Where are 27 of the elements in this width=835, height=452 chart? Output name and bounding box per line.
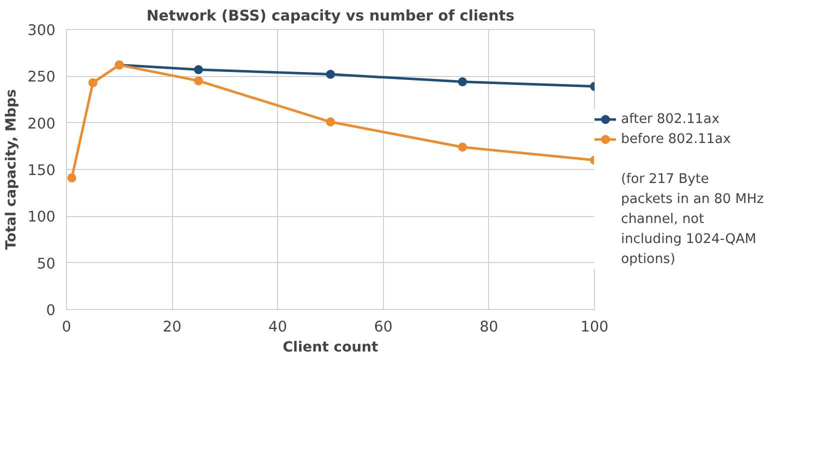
point (326, 117, 335, 126)
legend-label: after 802.11ax (621, 112, 720, 126)
x-tick-label: 80 (480, 318, 498, 336)
text: (for 217 Byte packets in an 80 MHz channel, not including 1024-QAM options) (621, 172, 765, 266)
y-tick-label: 300 (28, 22, 56, 39)
x-tick-label: 60 (374, 318, 393, 336)
point (67, 173, 76, 182)
point (326, 70, 335, 79)
point (458, 142, 467, 152)
point (194, 76, 203, 86)
y-tick-label: 150 (28, 162, 56, 179)
x-tick-label: 40 (268, 318, 288, 336)
x-tick-label: 100 (580, 318, 608, 336)
point (194, 65, 203, 74)
x-axis-title: Client count (282, 340, 379, 356)
legend-label: before 802.11ax (621, 132, 732, 146)
y-tick-label: 200 (28, 115, 56, 132)
x-tick-label: 20 (162, 318, 182, 336)
y-tick-label: 100 (28, 208, 56, 226)
y-tick-label: 0 (46, 302, 56, 319)
chart-title: Network (BSS) capacity vs number of clients (146, 8, 515, 24)
y-tick-label: 50 (36, 255, 56, 272)
y-axis-title: Total capacity, Mbps (4, 89, 20, 250)
y-tick-label: 250 (28, 68, 56, 86)
point (458, 77, 467, 86)
x-tick-label: 0 (62, 318, 72, 336)
point (88, 78, 98, 88)
